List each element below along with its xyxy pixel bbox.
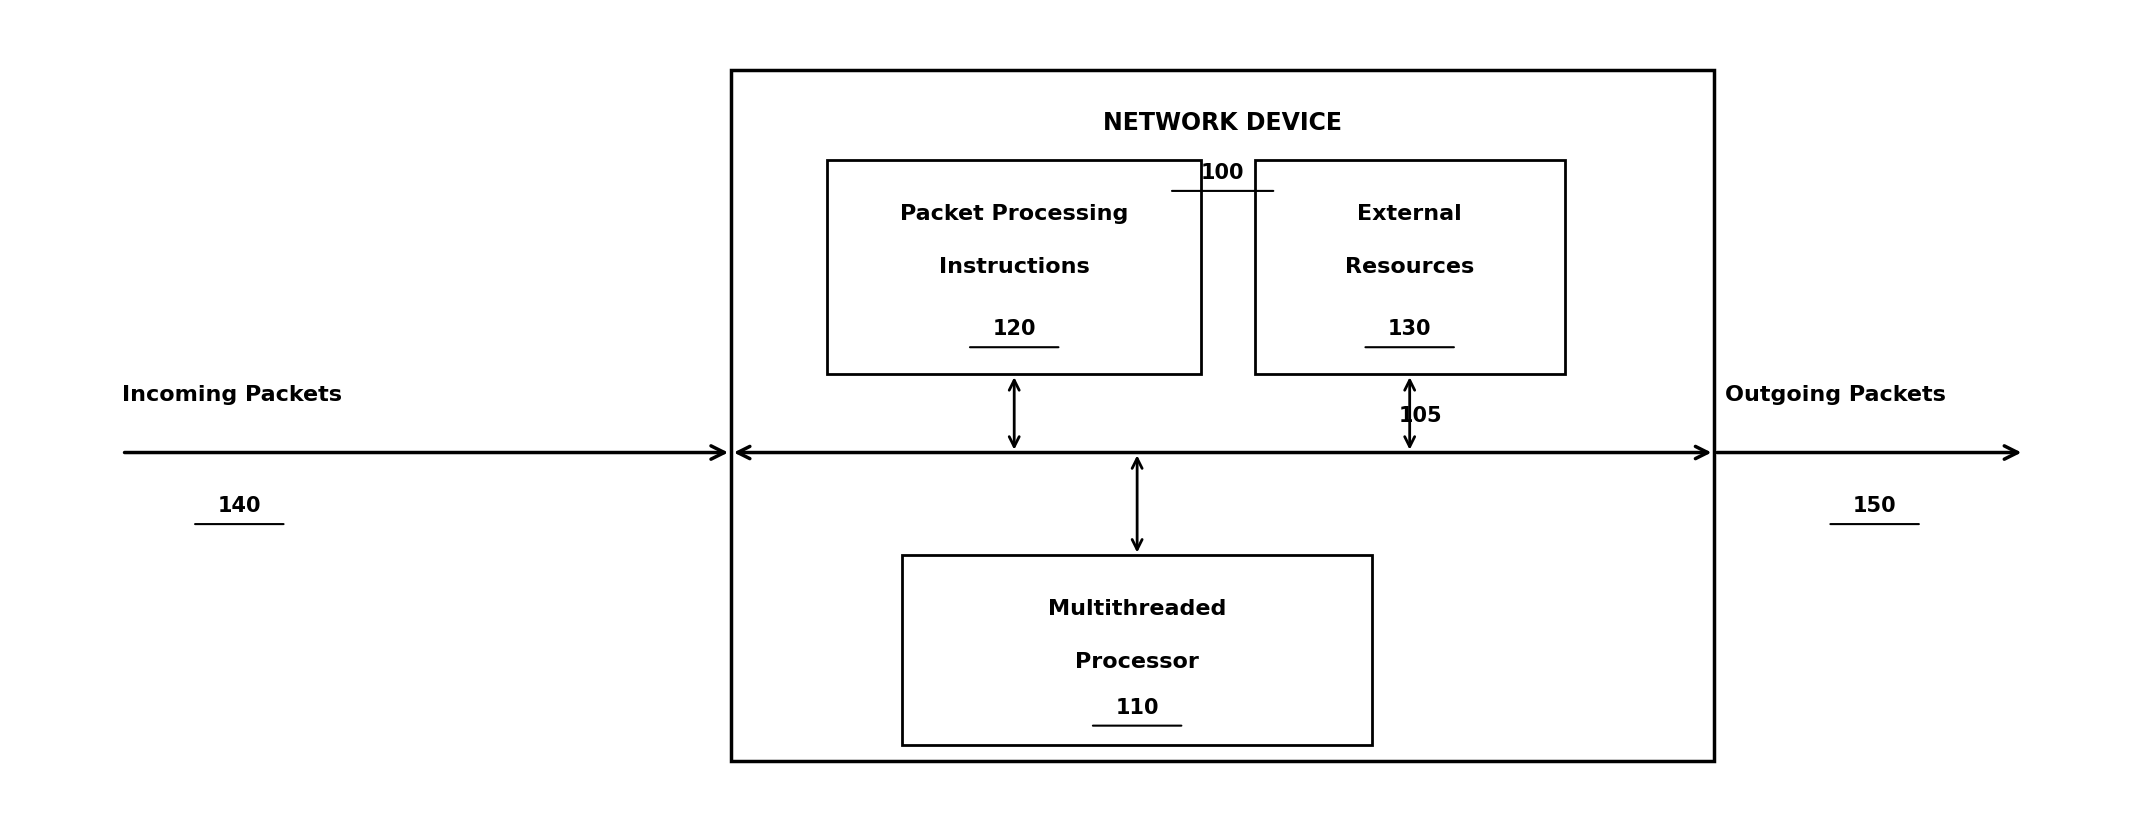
Text: 120: 120 <box>991 319 1037 339</box>
Text: NETWORK DEVICE: NETWORK DEVICE <box>1103 111 1341 135</box>
Text: 130: 130 <box>1388 319 1431 339</box>
FancyBboxPatch shape <box>732 70 1715 761</box>
Text: 110: 110 <box>1116 697 1159 717</box>
Text: Processor: Processor <box>1075 652 1200 672</box>
FancyBboxPatch shape <box>901 555 1371 745</box>
Text: External: External <box>1356 204 1461 224</box>
FancyBboxPatch shape <box>826 160 1202 375</box>
Text: Resources: Resources <box>1346 258 1474 278</box>
Text: Instructions: Instructions <box>938 258 1090 278</box>
Text: 105: 105 <box>1399 406 1442 425</box>
Text: 100: 100 <box>1202 163 1245 183</box>
Text: 140: 140 <box>217 496 262 516</box>
Text: Incoming Packets: Incoming Packets <box>122 385 341 405</box>
FancyBboxPatch shape <box>1255 160 1564 375</box>
Text: Packet Processing: Packet Processing <box>899 204 1129 224</box>
Text: Outgoing Packets: Outgoing Packets <box>1725 385 1946 405</box>
Text: 150: 150 <box>1852 496 1897 516</box>
Text: Multithreaded: Multithreaded <box>1047 599 1225 619</box>
